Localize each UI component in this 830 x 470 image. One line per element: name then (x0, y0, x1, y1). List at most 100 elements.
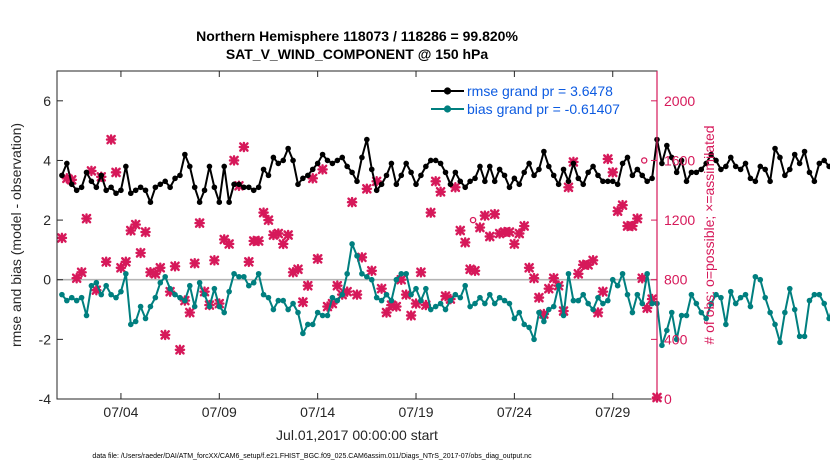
bias-point (723, 321, 729, 328)
rmse-series (59, 136, 830, 205)
bias-point (255, 270, 262, 277)
bias-point (698, 309, 705, 316)
rmse-point (339, 154, 346, 161)
obs-assimilated-marker (332, 280, 343, 291)
obs-assimilated-marker (174, 344, 186, 356)
bias-point (59, 291, 65, 298)
obs-assimilated-marker (302, 280, 314, 291)
rmse-point (747, 175, 754, 182)
bias-point (270, 306, 277, 313)
bias-point (826, 315, 830, 322)
obs-possible-marker (640, 157, 648, 164)
bias-point (472, 300, 478, 307)
bias-point (777, 339, 783, 346)
bias-point (683, 312, 690, 319)
rmse-point (408, 169, 414, 176)
bias-point (216, 303, 223, 310)
rmse-point (659, 160, 665, 167)
obs-assimilated-marker (607, 167, 619, 178)
obs-assimilated-marker (513, 228, 525, 239)
rmse-point (113, 190, 119, 197)
bias-point (659, 342, 665, 349)
bias-point (413, 285, 419, 292)
right-axis-ticks: 0 400 800 1200 1600 2000 (651, 71, 695, 407)
bias-point (373, 294, 380, 301)
bias-point (241, 273, 247, 280)
rmse-point (64, 160, 70, 167)
obs-assimilated-marker (105, 134, 117, 145)
rmse-point (486, 163, 493, 170)
bias-point (285, 306, 291, 313)
bias-point (88, 282, 95, 289)
bias-point (295, 309, 301, 316)
obs-assimilated-marker (543, 283, 555, 294)
bias-point (816, 291, 823, 298)
bias-point (693, 300, 700, 307)
bias-point (437, 300, 444, 307)
rmse-point (432, 157, 439, 164)
obs-assimilated-marker (484, 231, 496, 242)
bias-point (236, 273, 242, 280)
rmse-point (373, 187, 380, 194)
obs-assimilated-marker (366, 265, 378, 277)
bias-point (68, 294, 75, 301)
rmse-point (708, 151, 714, 158)
bias-point (482, 300, 488, 307)
obs-assimilated-marker (120, 256, 132, 268)
bias-point (432, 303, 439, 310)
rmse-point (295, 181, 301, 188)
legend-bias-label: bias grand pr = -0.61407 (467, 101, 620, 117)
rmse-point (496, 166, 503, 173)
bias-point (349, 241, 355, 247)
rmse-point (555, 181, 562, 188)
obs-assimilated-marker (130, 219, 141, 230)
bias-point (467, 303, 473, 310)
rmse-point (703, 160, 709, 167)
obs-assimilated-marker (110, 167, 122, 178)
bias-point (73, 297, 80, 304)
rmse-point (231, 181, 237, 188)
obs-assimilated-marker (573, 268, 584, 280)
rmse-point (108, 184, 114, 191)
rmse-point (467, 178, 473, 185)
obs-assimilated-marker (469, 265, 481, 277)
obs-assimilated-marker (273, 228, 284, 239)
bias-point (300, 330, 306, 337)
rmse-point (437, 160, 444, 167)
legend-rmse-marker (443, 87, 452, 95)
rmse-point (649, 175, 655, 182)
rmse-point (201, 187, 208, 194)
rmse-point (260, 166, 267, 173)
bias-point (590, 306, 596, 313)
obs-assimilated-marker (189, 258, 201, 269)
left-tick-label: 2 (43, 212, 51, 228)
bias-point (221, 309, 228, 316)
legend-bias-marker (443, 105, 452, 113)
obs-assimilated-marker (415, 266, 427, 278)
bias-point (246, 282, 252, 289)
chart-title: Northern Hemisphere 118073 / 118286 = 99… (196, 28, 518, 44)
rmse-point (246, 184, 252, 191)
rmse-point (806, 169, 813, 176)
right-tick-label: 1600 (664, 152, 695, 168)
rmse-point (737, 166, 744, 173)
rmse-point (265, 172, 272, 179)
rmse-point (732, 163, 739, 170)
bias-point (403, 270, 409, 277)
rmse-point (526, 160, 532, 167)
bias-point (536, 309, 542, 316)
rmse-point (516, 181, 523, 188)
bias-point (575, 297, 582, 304)
obs-assimilated-marker (135, 247, 146, 259)
obs-assimilated-marker (489, 208, 501, 220)
rmse-point (826, 163, 830, 170)
obs-assimilated-marker (454, 225, 466, 236)
bias-point (664, 327, 670, 334)
rmse-point (477, 163, 483, 170)
left-tick-label: 0 (43, 272, 51, 288)
bias-point (186, 282, 193, 289)
rmse-point (531, 172, 537, 179)
right-tick-label: 400 (664, 331, 688, 347)
rmse-point (59, 172, 65, 179)
rmse-point (698, 166, 705, 173)
